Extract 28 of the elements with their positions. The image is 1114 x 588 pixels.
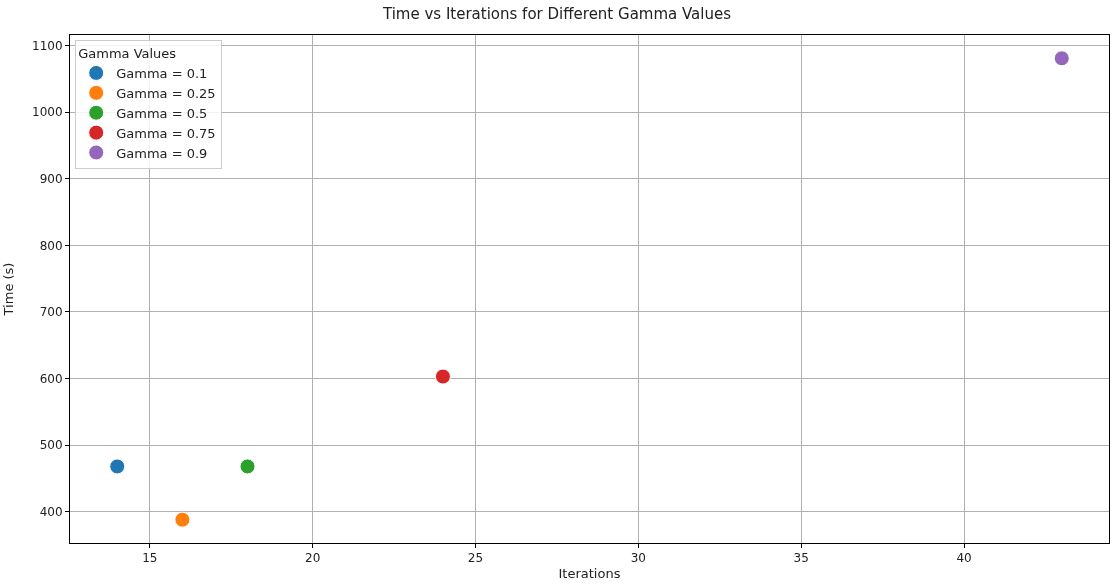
- x-tick-label: 20: [305, 551, 321, 566]
- y-tick-label: 1000: [32, 105, 63, 120]
- chart-title: Time vs Iterations for Different Gamma Values: [381, 5, 732, 24]
- point: [434, 368, 451, 385]
- x-axis-title: Iterations: [558, 566, 621, 581]
- legend-label: Gamma = 0.75: [116, 125, 216, 141]
- point: [174, 511, 191, 528]
- x-tick-label: 25: [467, 551, 484, 566]
- y-tick-label: 600: [39, 371, 63, 386]
- y-tick-label: 1100: [32, 38, 63, 53]
- y-axis-title: Time (s): [1, 262, 16, 317]
- x-tick-label: 35: [793, 551, 809, 566]
- legend-label: Gamma = 0.9: [116, 145, 208, 161]
- legend-label: Gamma = 0.1: [116, 66, 208, 81]
- x-tick-label: 40: [956, 551, 972, 566]
- y-tick-label: 900: [39, 172, 63, 187]
- point: [1053, 50, 1070, 67]
- x-tick-label: 15: [142, 551, 158, 566]
- legend-title: Gamma Values: [78, 45, 177, 61]
- legend-label: Gamma = 0.25: [116, 85, 216, 101]
- point: [239, 458, 256, 475]
- x-tick-label: 30: [630, 551, 646, 566]
- point: [109, 458, 126, 475]
- y-tick-label: 700: [39, 305, 63, 320]
- y-tick-label: 400: [39, 504, 63, 519]
- y-tick-label: 800: [39, 238, 63, 253]
- legend-label: Gamma = 0.5: [116, 105, 208, 121]
- y-tick-label: 500: [39, 438, 63, 453]
